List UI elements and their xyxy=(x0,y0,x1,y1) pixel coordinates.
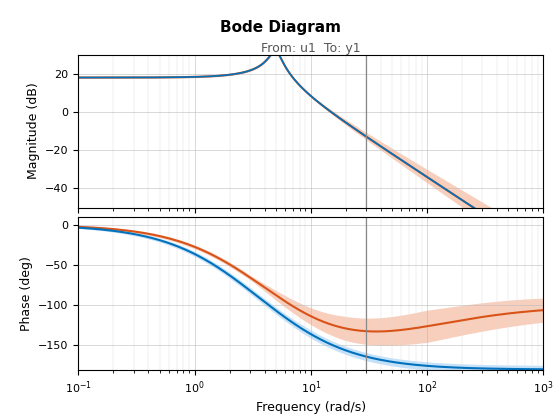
Text: Bode Diagram: Bode Diagram xyxy=(220,20,340,35)
Y-axis label: Magnitude (dB): Magnitude (dB) xyxy=(27,83,40,179)
Y-axis label: Phase (deg): Phase (deg) xyxy=(20,256,32,331)
X-axis label: Frequency (rad/s): Frequency (rad/s) xyxy=(256,402,366,415)
Title: From: u1  To: y1: From: u1 To: y1 xyxy=(261,42,361,55)
